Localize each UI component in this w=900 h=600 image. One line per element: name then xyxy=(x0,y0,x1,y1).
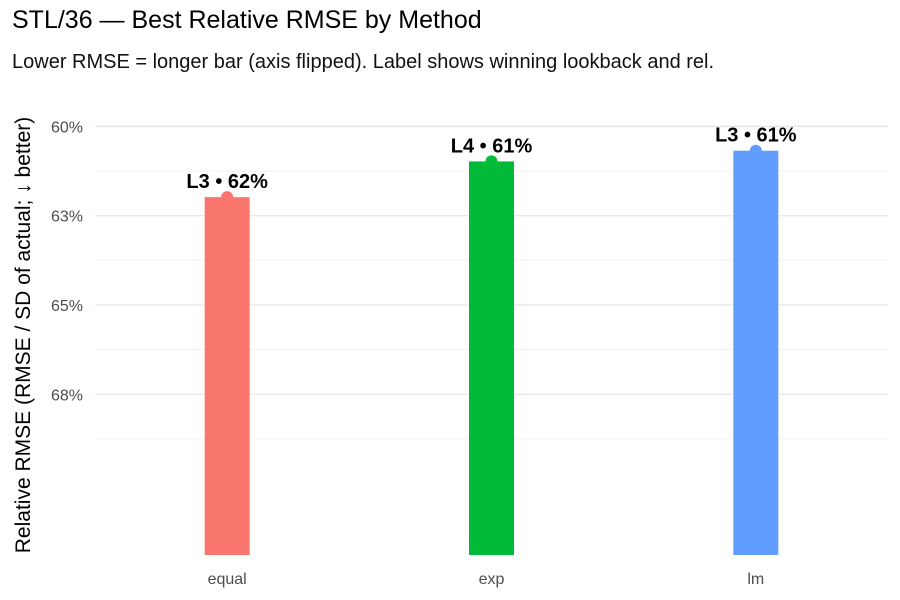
y-axis-ticks: 60% 63% 65% 68% xyxy=(51,119,83,404)
x-tick-label: exp xyxy=(479,571,505,588)
bar-point-lm xyxy=(749,144,762,157)
y-tick-label: 63% xyxy=(51,209,83,226)
y-tick-label: 65% xyxy=(51,298,83,315)
y-tick-label: 60% xyxy=(51,119,83,136)
chart-subtitle: Lower RMSE = longer bar (axis flipped). … xyxy=(12,51,715,73)
bars: L3 • 62% L4 • 61% L3 • 61% xyxy=(186,125,797,555)
y-tick-label: 68% xyxy=(51,387,83,404)
bar-point-equal xyxy=(221,191,234,204)
bar-equal xyxy=(204,197,250,555)
data-label-equal: L3 • 62% xyxy=(186,171,268,193)
data-label-exp: L4 • 61% xyxy=(451,135,533,157)
bar-exp xyxy=(469,161,514,555)
x-axis-ticks: equal exp lm xyxy=(208,571,765,588)
x-tick-label: equal xyxy=(208,571,247,588)
x-tick-label: lm xyxy=(747,571,764,588)
bar-point-exp xyxy=(485,155,498,168)
chart-title: STL/36 — Best Relative RMSE by Method xyxy=(12,6,482,34)
data-label-lm: L3 • 61% xyxy=(715,125,797,147)
bar-lm xyxy=(733,150,779,555)
